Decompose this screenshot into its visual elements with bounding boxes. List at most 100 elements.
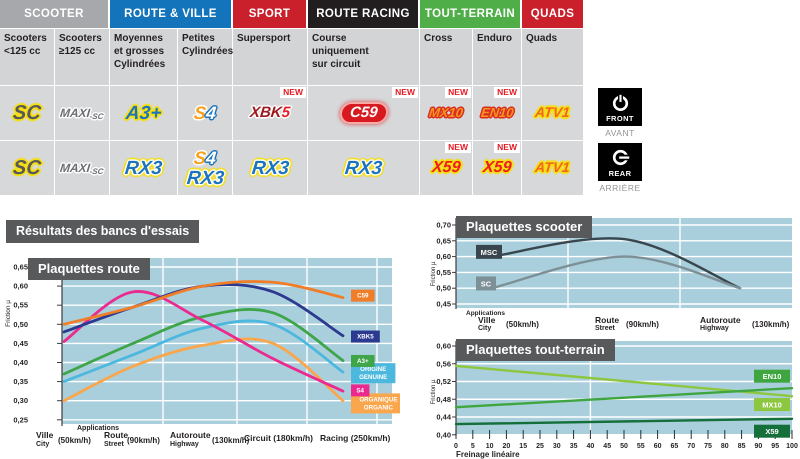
badge-part: SC: [11, 157, 43, 179]
series-a3: [62, 308, 345, 376]
x-tick-label: 55: [637, 443, 645, 450]
series-label-text: X59: [765, 427, 778, 436]
series-label-text: MX10: [762, 401, 782, 410]
subcategory-petites: Petites Cylindrées: [178, 29, 233, 85]
series-origine-genuine: [62, 319, 345, 383]
y-tick-label: 0,60: [13, 282, 28, 291]
badge-stack: S4 RX3: [185, 148, 224, 189]
x-tick-label: 30: [553, 443, 561, 450]
series-s4: [62, 290, 345, 393]
badge-atv1: ATV1: [534, 104, 570, 121]
subcategory-moyennes: Moyennes et grosses Cylindrées: [110, 29, 178, 85]
terrain-chart-title: Plaquettes tout-terrain: [456, 339, 615, 361]
x-tick-label: 50: [620, 443, 628, 450]
rear-cell-1: MAXI-SC: [55, 141, 110, 195]
badge-maxisc: MAXI-SC: [59, 105, 104, 121]
x-tick-label: 100: [786, 443, 798, 450]
badge-s4: S4: [193, 148, 217, 168]
series-label-text: GENUINE: [359, 374, 387, 381]
y-tick-label: 0,45: [13, 339, 28, 348]
badge-part: RX3: [250, 157, 290, 179]
x-cat-speed: (90km/h): [127, 436, 160, 445]
badge-x59: X59: [482, 159, 512, 176]
badge-part: MAXI: [59, 106, 91, 120]
badge-s4: S4: [193, 103, 217, 123]
front-label: FRONT: [606, 113, 634, 123]
y-tick-label: 0,45: [436, 300, 451, 309]
y-tick-label: 0,48: [436, 395, 451, 404]
series-sc: [490, 255, 742, 290]
rear-cell-2: RX3: [110, 141, 178, 195]
route-chart: 0,65 0,60 0,55 0,50 0,45 0,40 0,35 0,30 0,25 Fric…: [5, 258, 400, 448]
y-tick-label: 0,55: [436, 268, 451, 277]
series-label-mx10: [754, 398, 790, 412]
x-cat-speed: (90km/h): [626, 320, 659, 329]
category-header-row: SCOOTER ROUTE & VILLE SPORT ROUTE RACING TOU…: [0, 0, 583, 28]
y-tick-label: 0,52: [436, 377, 451, 386]
front-axle-indicator: FRONT AVANT: [595, 88, 645, 138]
series-label-text: XBK5: [357, 334, 374, 341]
rear-pads-row: SC MAXI-SC RX3 S4 RX3 RX3 RX3 NEW X59 NEW X59 ATV1: [0, 141, 583, 195]
y-tick-label: 0,25: [13, 415, 28, 424]
section-title: Résultats des bancs d'essais: [6, 220, 200, 243]
y-axis-title: Friction µ: [431, 379, 437, 404]
series-label-origine-genuine: [351, 363, 396, 384]
x-cat-label: Autoroute: [170, 430, 211, 440]
y-tick-label: 0,30: [13, 396, 28, 405]
front-cell-6: NEW MX10: [420, 86, 473, 140]
series-en10: [454, 386, 794, 409]
x-tick-label: 75: [704, 443, 712, 450]
subcategory-supersport: Supersport: [233, 29, 308, 85]
badge-part: -SC: [89, 167, 104, 176]
x-tick-label: 35: [570, 443, 578, 450]
x-axis-title: Applications: [77, 425, 119, 432]
badge-mx10: MX10: [428, 105, 464, 121]
series-label-text: EN10: [763, 372, 782, 381]
y-axis-title: Friction µ: [5, 300, 12, 327]
series-msc: [490, 237, 742, 290]
subcategory-row: Scooters <125 cc Scooters ≥125 cc Moyennes…: [0, 29, 583, 85]
y-tick-label: 0,50: [436, 284, 451, 293]
x-cat-label: Racing (250km/h): [320, 433, 391, 443]
category-header-tout-terrain: TOUT-TERRAIN: [420, 0, 522, 28]
new-tag: NEW: [494, 87, 520, 99]
subcategory-scooters: Scooters <125 cc: [0, 29, 55, 85]
front-cell-5: NEW C59: [308, 86, 420, 140]
front-label-fr: AVANT: [605, 128, 635, 138]
subcategory-scooters: Scooters ≥125 cc: [55, 29, 110, 85]
x-tick-label: 5: [471, 443, 475, 450]
badge-rx3: RX3: [124, 158, 163, 179]
y-tick-label: 0,65: [13, 263, 28, 272]
x-cat-speed: (50km/h): [506, 320, 539, 329]
x-tick-label: 40: [587, 443, 595, 450]
x-cat-sublabel: Street: [595, 325, 616, 332]
badge-part: MX10: [428, 105, 464, 120]
subcategory-enduro: Enduro: [473, 29, 522, 85]
front-pads-row: SC MAXI-SC A3+ S4 NEW XBK5 NEW C59 NEW MX10 NEW EN1…: [0, 86, 583, 140]
series-c59: [62, 280, 345, 326]
badge-en10: EN10: [480, 105, 514, 121]
category-header-route-ville: ROUTE & VILLE: [110, 0, 233, 28]
front-cell-7: NEW EN10: [473, 86, 522, 140]
badge-xbk5: XBK5: [249, 104, 291, 121]
rear-cell-4: RX3: [233, 141, 308, 195]
x-tick-label: 60: [654, 443, 662, 450]
rear-cell-6: NEW X59: [420, 141, 473, 195]
y-tick-label: 0,60: [436, 252, 451, 261]
series-label-text: C59: [357, 293, 369, 300]
front-cell-8: ATV1: [522, 86, 583, 140]
rear-label: REAR: [608, 168, 632, 178]
x-tick-label: 90: [755, 443, 763, 450]
series-x59: [454, 417, 794, 426]
x-tick-label: 20: [503, 443, 511, 450]
x-axis-title: Freinage linéaire: [456, 450, 520, 459]
x-cat-sublabel: City: [478, 325, 491, 332]
y-tick-label: 0,44: [436, 413, 451, 422]
new-tag: NEW: [445, 142, 471, 154]
badge-part: RX3: [343, 157, 384, 179]
rear-label-fr: ARRIÈRE: [599, 183, 641, 193]
x-tick-label: 15: [519, 443, 527, 450]
subcategory-cross: Cross: [420, 29, 473, 85]
x-cat-label: Route: [595, 315, 619, 325]
